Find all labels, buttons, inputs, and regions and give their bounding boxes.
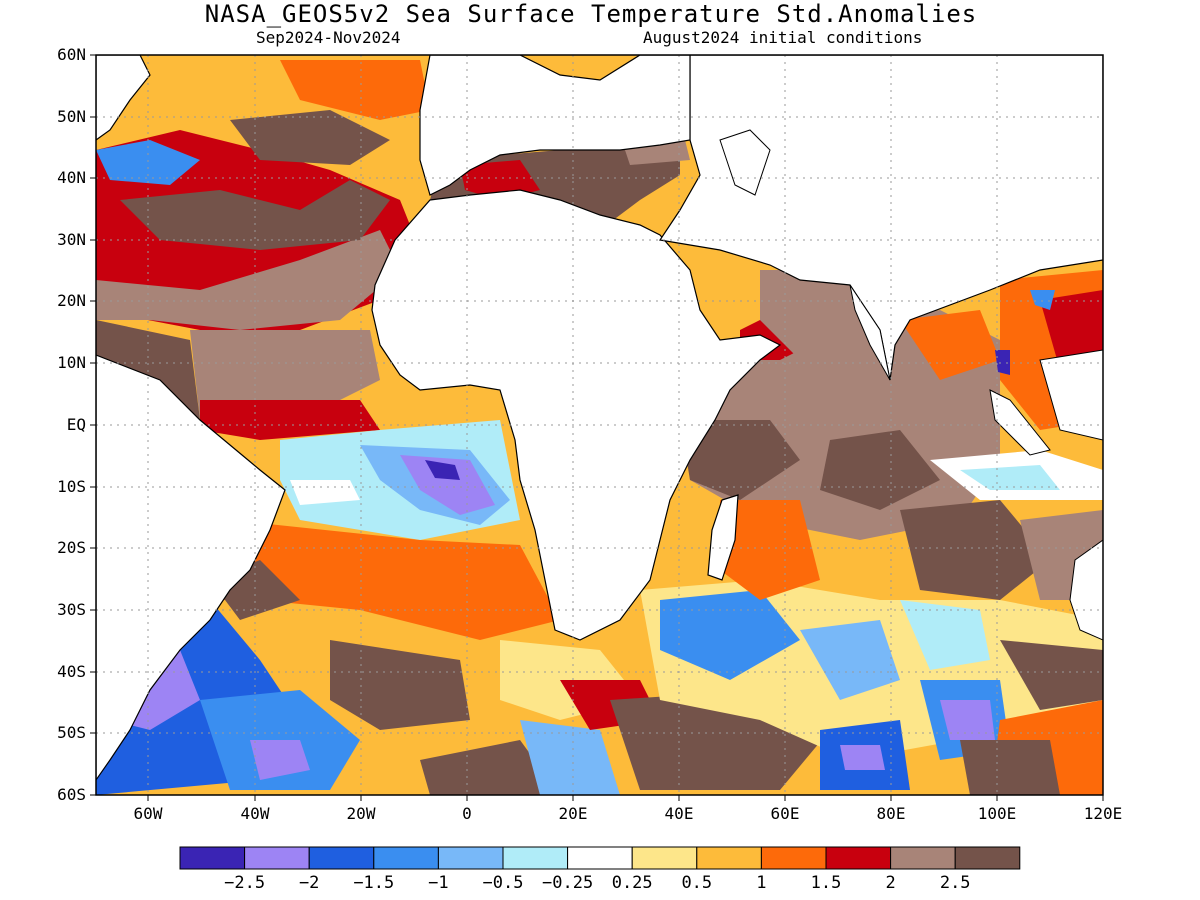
lat-label: 10S — [57, 477, 86, 496]
lat-label: 40S — [57, 662, 86, 681]
colorbar-swatch — [179, 846, 246, 870]
lon-label: 60E — [770, 804, 800, 823]
lat-label: 30S — [57, 600, 86, 619]
lon-label: 40E — [664, 804, 694, 823]
lat-label: 50S — [57, 723, 86, 742]
colorbar-swatch — [308, 846, 375, 870]
lat-label: 50N — [57, 107, 86, 126]
colorbar-swatch — [825, 846, 892, 870]
lat-label: 20S — [57, 538, 86, 557]
lat-label: 60S — [57, 785, 86, 804]
lat-label: 20N — [57, 291, 86, 310]
colorbar-swatch — [760, 846, 827, 870]
colorbar-swatch — [502, 846, 569, 870]
lon-label: 60W — [133, 804, 163, 823]
lat-label: 30N — [57, 230, 86, 249]
colorbar-swatch — [696, 846, 762, 870]
map-title: NASA_GEOS5v2 Sea Surface Temperature Std… — [204, 0, 978, 28]
lon-label: 20E — [558, 804, 588, 823]
colorbar-tick-label: −0.5 — [482, 873, 524, 893]
colorbar-swatch — [244, 846, 310, 870]
lon-label: 20W — [346, 804, 376, 823]
colorbar-swatch — [373, 846, 439, 870]
land-masses — [96, 55, 1103, 782]
lon-label: 40W — [240, 804, 270, 823]
colorbar-swatch — [954, 846, 1021, 870]
lat-label: 60N — [57, 45, 86, 64]
colorbar — [179, 846, 1021, 870]
colorbar-tick-label: 0.5 — [681, 873, 713, 893]
lat-label: 10N — [57, 353, 86, 372]
colorbar-tick-label: −2.5 — [224, 873, 266, 893]
lon-label: 120E — [1083, 804, 1123, 823]
colorbar-swatch — [631, 846, 698, 870]
colorbar-tick-label: 2.5 — [939, 873, 971, 893]
colorbar-tick-label: 2 — [885, 873, 896, 893]
colorbar-tick-label: 0.25 — [611, 873, 653, 893]
graticule — [96, 55, 1103, 795]
colorbar-swatch — [437, 846, 504, 870]
lon-label: 100E — [977, 804, 1017, 823]
initial-conditions: August2024 initial conditions — [643, 28, 923, 47]
lat-label: 40N — [57, 168, 86, 187]
colorbar-swatch — [567, 846, 633, 870]
lon-label: 0 — [462, 804, 472, 823]
colorbar-tick-label: −1 — [428, 873, 449, 893]
forecast-period: Sep2024-Nov2024 — [256, 28, 401, 47]
colorbar-swatch — [890, 846, 956, 870]
colorbar-tick-label: 1.5 — [810, 873, 842, 893]
colorbar-tick-label: −1.5 — [353, 873, 395, 893]
colorbar-tick-label: 1 — [756, 873, 767, 893]
colorbar-tick-label: −0.25 — [542, 873, 594, 893]
lat-label: EQ — [66, 415, 86, 434]
axis-ticks — [90, 54, 1104, 801]
lon-label: 80E — [876, 804, 906, 823]
colorbar-tick-label: −2 — [298, 873, 320, 893]
